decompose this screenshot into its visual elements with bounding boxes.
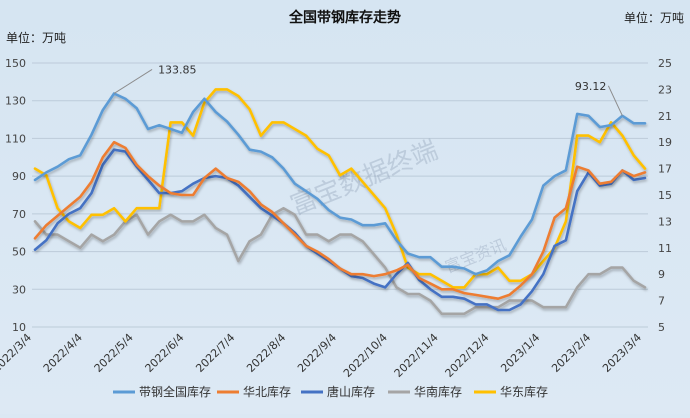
left-tick-label: 110	[5, 132, 26, 145]
x-tick-label: 2023/3/4	[600, 331, 644, 375]
legend-item: 带钢全国库存	[113, 384, 211, 399]
series-line-4	[33, 88, 647, 289]
legend-item: 华东库存	[474, 384, 548, 399]
legend-label: 唐山库存	[327, 384, 375, 399]
legend-item: 华北库存	[217, 384, 291, 399]
annotation-label: 93.12	[575, 80, 607, 93]
right-tick-label: 5	[658, 321, 665, 334]
legend-label: 华北库存	[243, 384, 291, 399]
left-tick-label: 150	[5, 57, 26, 70]
legend-label: 华东库存	[500, 384, 548, 399]
left-tick-label: 130	[5, 95, 26, 108]
x-tick-label: 2022/5/4	[92, 331, 136, 375]
annotation-leader-line	[113, 69, 153, 94]
right-unit-label: 单位：万吨	[624, 10, 684, 25]
left-unit-label: 单位：万吨	[6, 30, 66, 45]
left-axis: 10 30 50 70 90 110 130 150	[5, 57, 26, 334]
right-tick-label: 21	[658, 110, 672, 123]
annotation-leader-line	[607, 85, 623, 117]
x-tick-label: 2022/11/4	[392, 331, 441, 380]
right-tick-label: 19	[658, 136, 672, 149]
left-tick-label: 50	[12, 246, 26, 259]
annotation-label: 133.85	[158, 63, 197, 76]
series-line-3	[33, 206, 647, 316]
left-tick-label: 90	[12, 170, 26, 183]
x-tick-label: 2022/7/4	[193, 331, 237, 375]
right-tick-label: 13	[658, 215, 672, 228]
x-tick-label: 2023/1/4	[498, 331, 542, 375]
annotations: 133.85 93.12	[113, 63, 623, 117]
legend: 带钢全国库存 华北库存 唐山库存 华南库存 华东库存	[113, 384, 548, 399]
x-tick-label: 2022/12/4	[443, 331, 492, 380]
legend-item: 唐山库存	[301, 384, 375, 399]
right-tick-label: 7	[658, 295, 665, 308]
right-tick-label: 9	[658, 268, 665, 281]
x-tick-label: 2023/2/4	[549, 331, 593, 375]
series-line-0	[33, 92, 647, 276]
right-tick-label: 15	[658, 189, 672, 202]
x-tick-label: 2022/8/4	[244, 331, 288, 375]
x-tick-label: 2022/3/4	[0, 331, 34, 375]
left-tick-label: 30	[12, 283, 26, 296]
series-line-1	[33, 140, 647, 301]
right-tick-label: 17	[658, 163, 672, 176]
x-tick-label: 2022/9/4	[295, 331, 339, 375]
legend-item: 华南库存	[388, 384, 462, 399]
chart-title: 全国带钢库存走势	[288, 9, 401, 26]
right-axis: 5 7 9 11 13 15 17 19 21 23 25	[658, 57, 672, 334]
right-tick-label: 23	[658, 83, 672, 96]
left-tick-label: 70	[12, 208, 26, 221]
series-lines	[33, 88, 647, 316]
x-tick-label: 2022/10/4	[341, 331, 390, 380]
right-tick-label: 11	[658, 242, 672, 255]
x-axis: 2022/3/4 2022/4/4 2022/5/4 2022/6/4 2022/7/4…	[0, 331, 644, 380]
x-tick-label: 2022/6/4	[142, 331, 186, 375]
legend-label: 带钢全国库存	[139, 384, 211, 399]
right-tick-label: 25	[658, 57, 672, 70]
x-tick-label: 2022/4/4	[41, 331, 85, 375]
legend-label: 华南库存	[414, 384, 462, 399]
watermark-main-text: 富宝数据终端	[286, 135, 442, 221]
left-tick-label: 10	[12, 321, 26, 334]
